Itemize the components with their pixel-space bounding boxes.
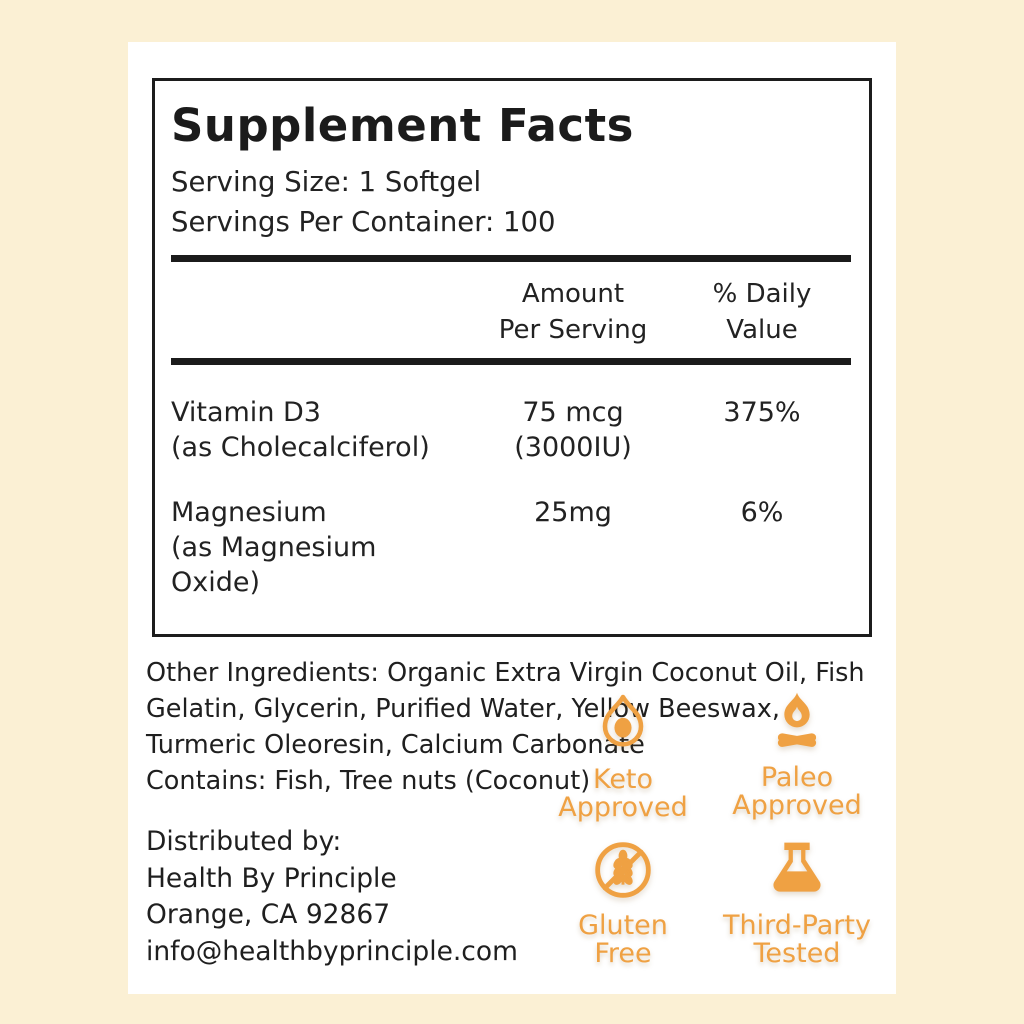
nutrient-amount-main: 25mg [534,497,612,528]
column-header-row: Amount Per Serving % Daily Value [171,262,851,358]
badge-label-line2: Tested [753,938,841,969]
column-header-amount-line1: Amount [521,279,625,309]
contains-text: Contains: Fish, Tree nuts (Coconut) [146,766,591,796]
distributor-address: Orange, CA 92867 [146,899,391,930]
badge-label: Third-Party Tested [723,912,871,968]
badge-label-line1: Paleo [760,762,834,793]
distributor-label: Distributed by: [146,826,342,857]
column-header-dv-line1: % Daily [712,279,812,309]
badge-gluten-free: Gluten Free [578,838,668,986]
column-header-dv-line2: Value [726,315,798,345]
divider-thick-top [171,255,851,262]
table-row-vitamin-d3: Vitamin D3 (as Cholecalciferol) 75 mcg (… [171,395,851,465]
distributor-name: Health By Principle [146,862,397,894]
column-header-amount-line2: Per Serving [498,315,648,345]
badge-label: Gluten Free [578,912,668,968]
supplement-facts-panel: Supplement Facts Serving Size: 1 Softgel… [152,78,872,637]
badge-label-line1: Gluten [578,910,668,941]
distributor-email: info@healthbyprinciple.com [146,935,518,967]
nutrient-daily-value: 6% [740,497,784,528]
wheat-crossed-icon [591,838,655,906]
servings-per-container: Servings Per Container: 100 [171,206,556,238]
certification-badges: Keto Approved Paleo Approved [536,690,884,986]
badge-label: Paleo Approved [732,764,862,820]
badge-third-party-tested: Third-Party Tested [723,838,871,986]
column-header-amount: Amount Per Serving [473,262,673,358]
nutrient-amount-sub: (3000IU) [514,432,632,463]
other-ingredients-text: Other Ingredients: Organic Extra Virgin … [146,658,865,760]
nutrient-name-main: Magnesium [171,497,327,528]
badge-label-line1: Keto [592,764,654,795]
serving-size: Serving Size: 1 Softgel [171,166,482,198]
label-card: Supplement Facts Serving Size: 1 Softgel… [128,42,896,994]
badge-label-line2: Approved [732,790,862,821]
flask-icon [765,838,829,906]
campfire-icon [765,690,829,758]
badge-label-line2: Approved [558,792,688,823]
divider-thick-bottom [171,358,851,365]
badge-keto-approved: Keto Approved [558,690,688,838]
nutrient-amount: 75 mcg (3000IU) [473,395,673,465]
nutrient-name-sub: (as Cholecalciferol) [171,432,430,463]
badge-paleo-approved: Paleo Approved [732,690,862,838]
panel-title: Supplement Facts [171,99,634,152]
nutrient-name-sub: (as Magnesium Oxide) [171,532,377,598]
badge-label-line1: Third-Party [723,910,871,941]
nutrient-daily-value: 375% [723,397,801,428]
nutrient-name: Magnesium (as Magnesium Oxide) [171,495,473,600]
badge-label: Keto Approved [558,766,688,822]
nutrient-amount-main: 75 mcg [522,397,624,428]
avocado-icon [591,690,655,760]
nutrient-name: Vitamin D3 (as Cholecalciferol) [171,395,473,465]
nutrient-name-main: Vitamin D3 [171,397,321,428]
nutrient-amount: 25mg [473,495,673,530]
table-row-magnesium: Magnesium (as Magnesium Oxide) 25mg 6% [171,495,851,600]
column-header-daily-value: % Daily Value [673,262,851,358]
badge-label-line2: Free [594,938,652,969]
distributor-block: Distributed by: Health By Principle Oran… [146,824,518,970]
